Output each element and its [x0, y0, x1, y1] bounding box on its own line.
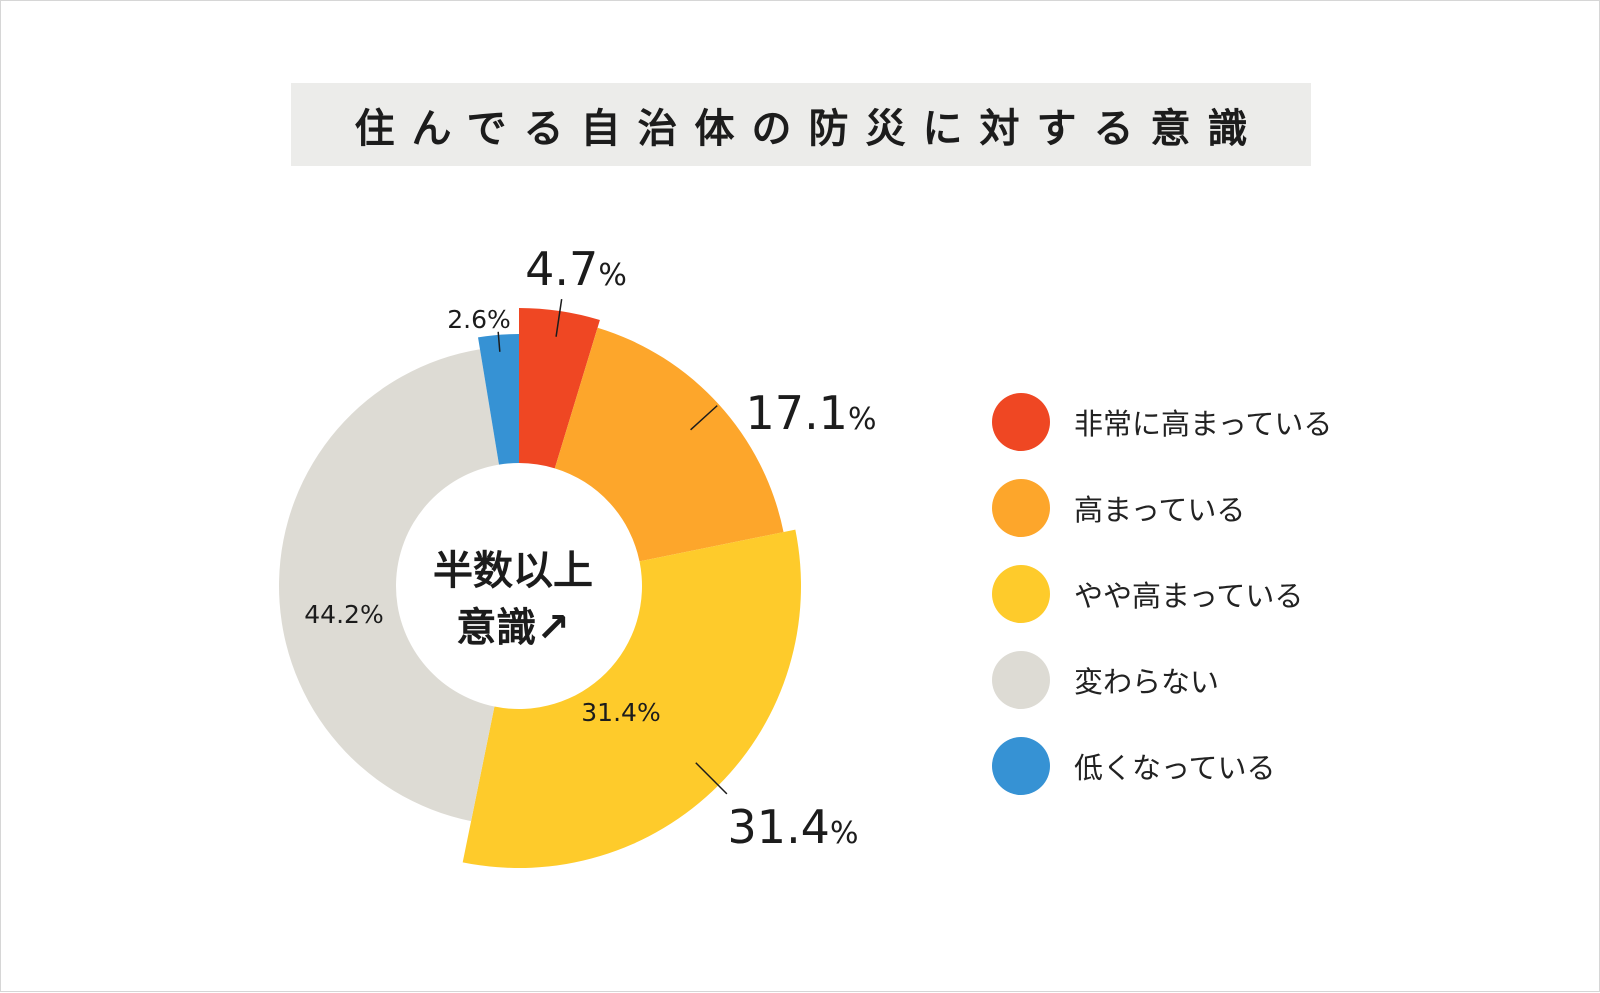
center-label-group: 半数以上 意識↗ [433, 548, 593, 651]
data-labels-group: 4.7% 17.1% 31.4% 44.2% 2.6% 31.4% [304, 242, 876, 854]
slice-unchanged [278, 349, 499, 822]
data-label-very-increased: 4.7% [525, 242, 627, 296]
slice-decreased [478, 334, 519, 465]
leader-line-increased [690, 405, 718, 431]
leader-line-slightly-increased [695, 762, 728, 795]
data-label-slightly-increased: 31.4% [728, 800, 859, 854]
legend-item-increased: 高まっている [992, 479, 1332, 537]
title-band: 住んでる自治体の防災に対する意識 [291, 83, 1311, 166]
leader-lines-group [497, 299, 728, 795]
center-label-line-1: 半数以上 [433, 548, 593, 594]
legend-swatch [992, 737, 1050, 795]
legend-label: 高まっている [1074, 493, 1246, 527]
slice-increased [554, 327, 784, 562]
leader-line-very-increased [555, 299, 563, 337]
data-label-unchanged: 44.2% [304, 600, 383, 629]
leader-line-decreased [497, 331, 501, 352]
slice-very-increased [519, 308, 600, 469]
legend-item-very-increased: 非常に高まっている [992, 393, 1332, 451]
legend: 非常に高まっている 高まっている やや高まっている 変わらない 低くなっている [992, 393, 1332, 823]
chart-title: 住んでる自治体の防災に対する意識 [354, 105, 1265, 152]
legend-swatch [992, 651, 1050, 709]
legend-label: 低くなっている [1074, 751, 1276, 785]
inner-label-slightly-increased: 31.4% [581, 698, 660, 727]
legend-item-decreased: 低くなっている [992, 737, 1332, 795]
legend-swatch [992, 565, 1050, 623]
legend-item-unchanged: 変わらない [992, 651, 1332, 709]
legend-swatch [992, 393, 1050, 451]
legend-label: 非常に高まっている [1074, 407, 1333, 441]
data-label-decreased: 2.6% [447, 305, 511, 334]
center-label-line-2: 意識↗ [456, 605, 570, 651]
legend-label: 変わらない [1074, 665, 1220, 699]
legend-swatch [992, 479, 1050, 537]
legend-item-slightly-increased: やや高まっている [992, 565, 1332, 623]
data-label-increased: 17.1% [746, 386, 877, 440]
legend-label: やや高まっている [1074, 579, 1304, 613]
